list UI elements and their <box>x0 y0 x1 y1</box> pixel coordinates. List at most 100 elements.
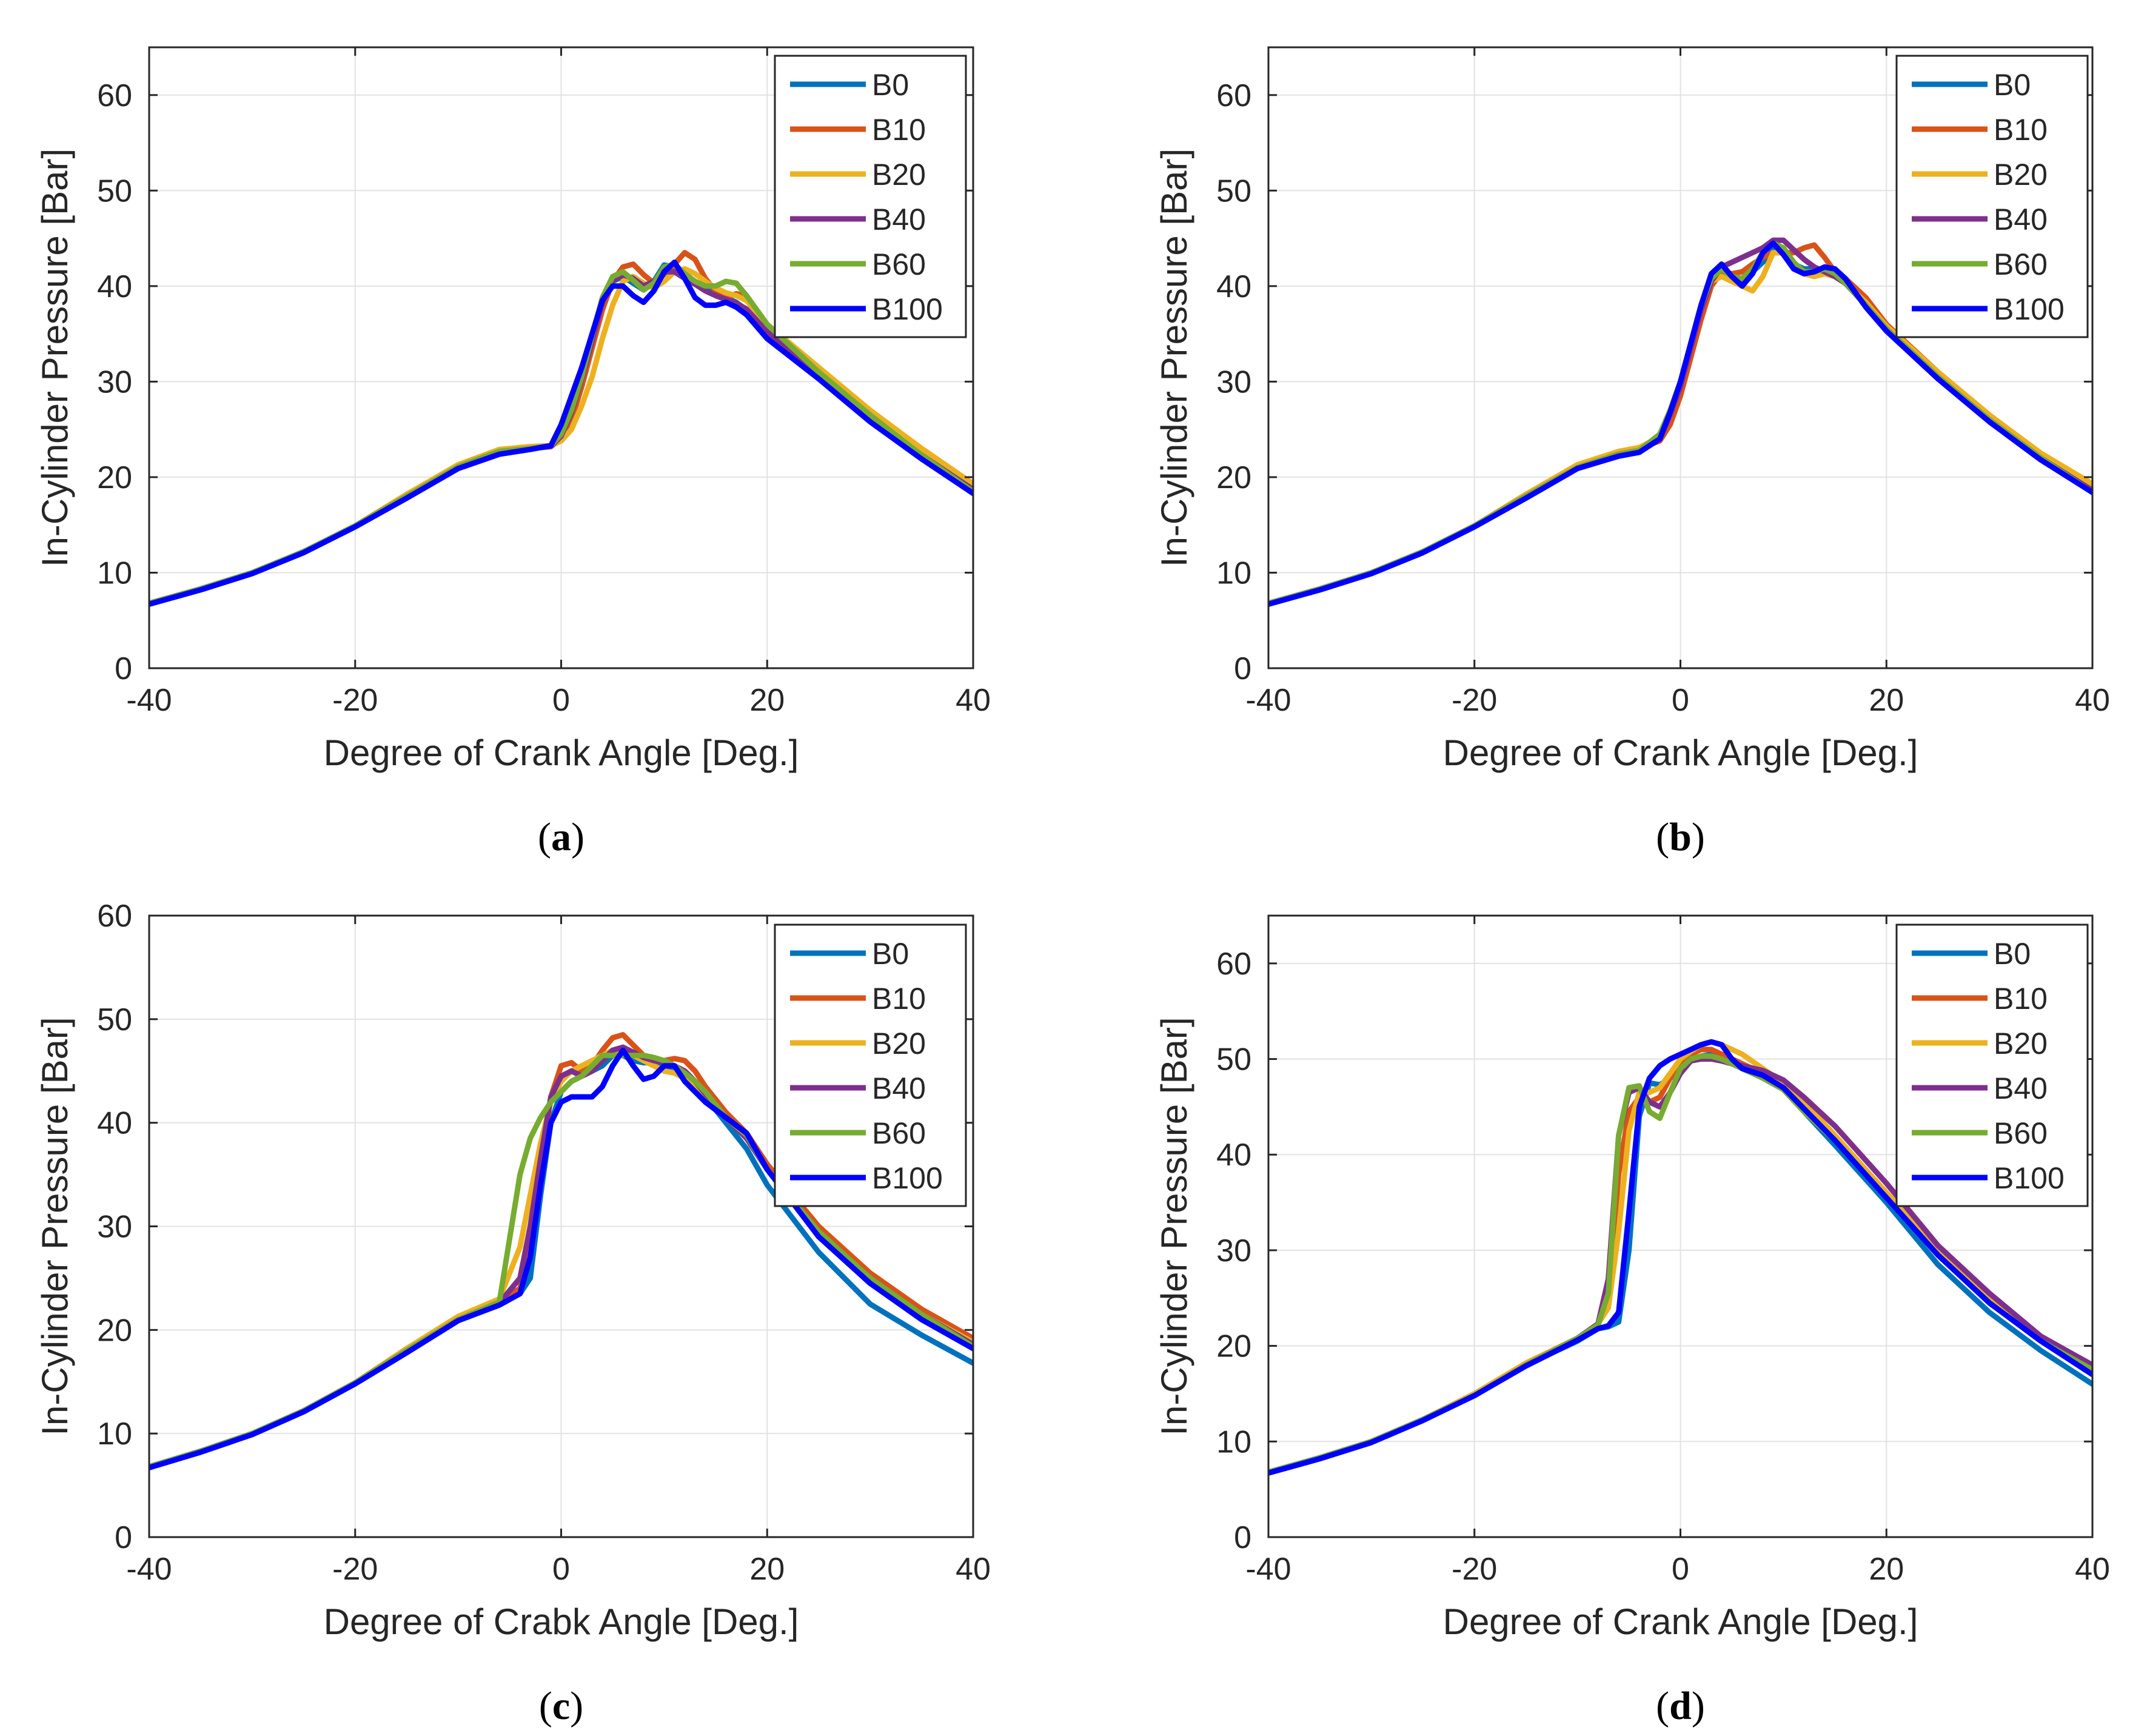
legend: B0 B10 B20 B40 B60 B100 <box>774 923 967 1207</box>
y-tick-label: 0 <box>115 651 132 686</box>
legend: B0 B10 B20 B40 B60 B100 <box>1895 923 2089 1207</box>
y-tick-label: 10 <box>1216 1424 1251 1460</box>
x-tick-label: 40 <box>2075 683 2110 718</box>
x-tick-label: -20 <box>332 1552 378 1587</box>
y-tick-label: 20 <box>97 1313 132 1348</box>
x-tick-label: -20 <box>332 683 378 718</box>
legend-label-b0: B0 <box>872 937 909 971</box>
legend-box <box>1895 55 2089 338</box>
y-tick-label: 30 <box>1216 364 1251 400</box>
series-line-b100 <box>1268 1039 2092 1476</box>
legend-label-b10: B10 <box>872 113 926 147</box>
x-tick-label: 20 <box>749 1552 785 1587</box>
chart-panel-a: -40 -20 0 20 40 0 10 20 30 40 50 60 Degree of Crank … <box>35 46 991 859</box>
y-tick-label: 60 <box>1216 78 1251 113</box>
legend-label-b40: B40 <box>1994 1071 2048 1105</box>
x-tick-label: 0 <box>552 1552 570 1587</box>
legend-label-b60: B60 <box>1994 247 2048 281</box>
legend: B0 B10 B20 B40 B60 B100 <box>1895 55 2089 338</box>
x-tick-label: 0 <box>1672 683 1689 718</box>
x-tick-label: 0 <box>552 683 570 718</box>
y-axis-label: In-Cylinder Pressure [Bar] <box>35 1017 75 1435</box>
y-axis-label: In-Cylinder Pressure [Bar] <box>1154 1017 1194 1435</box>
series-line-b100 <box>149 1047 973 1470</box>
y-axis-label: In-Cylinder Pressure [Bar] <box>1154 149 1194 567</box>
legend-label-b20: B20 <box>872 1027 926 1061</box>
x-tick-label: -20 <box>1452 1552 1497 1587</box>
y-tick-label: 40 <box>97 269 132 304</box>
x-tick-label: 20 <box>1869 683 1904 718</box>
y-tick-label: 50 <box>97 173 132 209</box>
x-tick-label: 20 <box>1869 1552 1904 1587</box>
y-tick-label: 40 <box>1216 269 1251 304</box>
legend-label-b0: B0 <box>1994 68 2031 102</box>
panel-caption: (a) <box>538 815 584 859</box>
x-tick-label: -40 <box>126 1552 172 1587</box>
y-tick-label: 0 <box>1234 651 1251 686</box>
x-tick-label: 0 <box>1672 1552 1689 1587</box>
legend-label-b10: B10 <box>1994 982 2048 1016</box>
y-tick-label: 50 <box>97 1002 132 1037</box>
legend-label-b60: B60 <box>872 1116 926 1150</box>
x-tick-label: -40 <box>126 683 172 718</box>
y-tick-label: 40 <box>1216 1138 1251 1173</box>
legend-label-b10: B10 <box>872 982 926 1016</box>
y-tick-label: 10 <box>97 555 132 591</box>
y-tick-label: 10 <box>1216 555 1251 591</box>
legend-box <box>774 55 967 338</box>
legend-label-b0: B0 <box>872 68 909 102</box>
legend-box <box>774 923 967 1207</box>
legend-label-b40: B40 <box>1994 203 2048 236</box>
y-tick-label: 50 <box>1216 1042 1251 1077</box>
legend-box <box>1895 923 2089 1207</box>
y-tick-label: 20 <box>1216 460 1251 495</box>
chart-panel-b: -40 -20 0 20 40 0 10 20 30 40 50 60 Degree of Crank … <box>1154 46 2110 859</box>
legend-label-b60: B60 <box>1994 1116 2048 1150</box>
x-tick-label: -40 <box>1245 1552 1291 1587</box>
y-tick-label: 40 <box>97 1106 132 1141</box>
legend-label-b40: B40 <box>872 1071 926 1105</box>
chart-panel-d: -40 -20 0 20 40 0 10 20 30 40 50 60 Degree of Crank … <box>1154 914 2110 1728</box>
x-tick-label: -20 <box>1452 683 1497 718</box>
x-tick-label: 40 <box>956 683 991 718</box>
x-tick-label: 20 <box>749 683 785 718</box>
legend-label-b0: B0 <box>1994 937 2031 971</box>
legend-label-b20: B20 <box>872 158 926 192</box>
y-tick-label: 60 <box>1216 947 1251 982</box>
series-line-b100 <box>149 260 973 607</box>
series-group <box>149 1032 973 1470</box>
x-axis-label: Degree of Crank Angle [Deg.] <box>1443 732 1918 773</box>
y-tick-label: 20 <box>1216 1329 1251 1364</box>
legend: B0 B10 B20 B40 B60 B100 <box>774 55 967 338</box>
legend-label-b20: B20 <box>1994 1027 2048 1061</box>
legend-label-b40: B40 <box>872 203 926 236</box>
legend-label-b10: B10 <box>1994 113 2048 147</box>
x-axis-label: Degree of Crabk Angle [Deg.] <box>324 1601 799 1642</box>
legend-label-b100: B100 <box>872 1161 943 1195</box>
y-tick-label: 30 <box>97 1210 132 1245</box>
y-tick-label: 60 <box>97 899 132 934</box>
legend-label-b100: B100 <box>872 292 943 326</box>
y-tick-label: 50 <box>1216 173 1251 209</box>
y-tick-label: 30 <box>1216 1233 1251 1268</box>
series-group <box>149 250 973 607</box>
x-tick-label: 40 <box>956 1552 991 1587</box>
legend-label-b60: B60 <box>872 247 926 281</box>
legend-label-b100: B100 <box>1994 292 2065 326</box>
x-axis-label: Degree of Crank Angle [Deg.] <box>1443 1601 1918 1642</box>
y-tick-label: 20 <box>97 460 132 495</box>
y-tick-label: 10 <box>97 1416 132 1452</box>
x-tick-label: 40 <box>2075 1552 2110 1587</box>
legend-label-b100: B100 <box>1994 1161 2065 1195</box>
y-tick-label: 30 <box>97 364 132 400</box>
y-tick-label: 60 <box>97 78 132 113</box>
panel-caption: (b) <box>1656 815 1705 859</box>
series-line-b100 <box>1268 240 2092 607</box>
x-axis-label: Degree of Crank Angle [Deg.] <box>324 732 799 773</box>
y-tick-label: 0 <box>115 1520 132 1555</box>
x-tick-label: -40 <box>1245 683 1291 718</box>
y-tick-label: 0 <box>1234 1520 1251 1555</box>
series-group <box>1268 237 2092 607</box>
legend-label-b20: B20 <box>1994 158 2048 192</box>
